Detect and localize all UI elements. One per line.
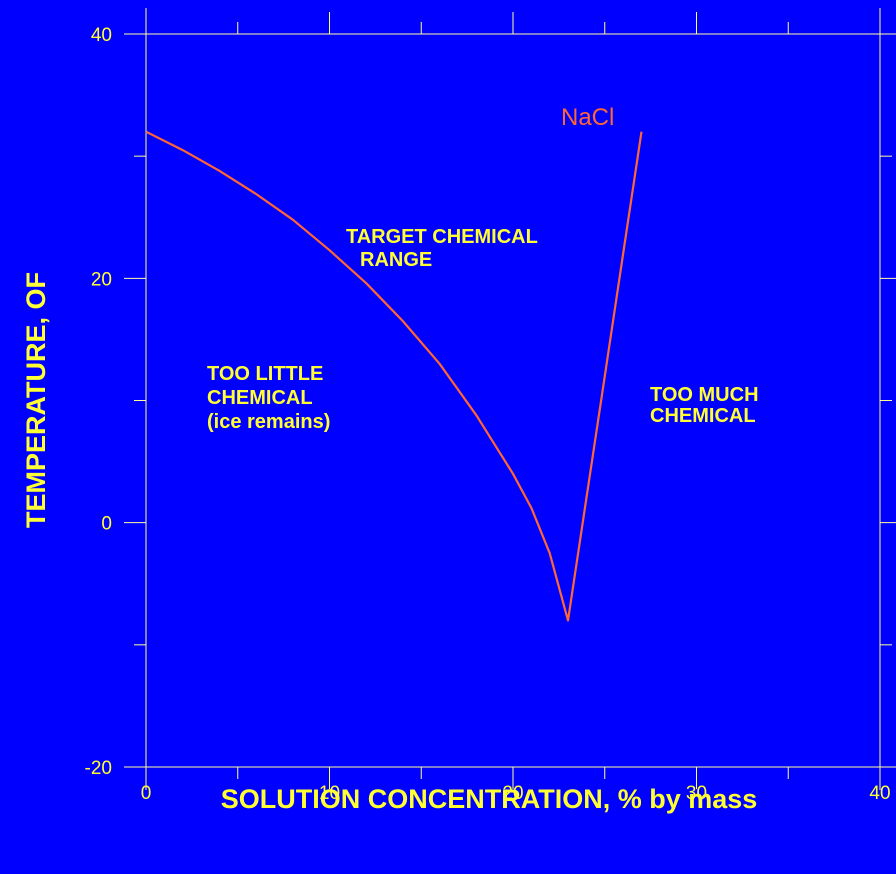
y-tick-label: 0 bbox=[101, 514, 112, 535]
x-tick-label: 10 bbox=[319, 783, 340, 804]
annotation-target-line-1: TARGET CHEMICAL bbox=[346, 226, 538, 248]
annotation-too-little-line-1: TOO LITTLE bbox=[207, 363, 323, 385]
y-tick-label: 20 bbox=[91, 269, 112, 290]
y-axis-title: TEMPERATURE, OF bbox=[21, 272, 51, 528]
x-tick-label: 0 bbox=[141, 783, 152, 804]
series-group bbox=[145, 130, 643, 622]
series-label-nacl: NaCl bbox=[561, 104, 614, 131]
x-tick-label: 40 bbox=[869, 783, 890, 804]
x-tick-labels: 0 10 20 30 40 bbox=[141, 783, 891, 804]
annotation-too-little-line-2: CHEMICAL bbox=[207, 387, 312, 409]
axis-ticks bbox=[124, 12, 896, 789]
annotation-too-much: TOO MUCH CHEMICAL bbox=[650, 384, 764, 427]
x-axis-title: SOLUTION CONCENTRATION, % by mass bbox=[221, 784, 758, 814]
annotation-target-line-2: RANGE bbox=[360, 249, 432, 271]
series-line-nacl bbox=[145, 130, 643, 622]
annotation-too-little-line-3: (ice remains) bbox=[207, 411, 330, 433]
annotation-too-much-line-1: TOO MUCH bbox=[650, 384, 759, 406]
x-tick-label: 30 bbox=[686, 783, 707, 804]
annotation-too-much-line-2: CHEMICAL bbox=[650, 405, 756, 427]
y-tick-label: 40 bbox=[91, 25, 112, 46]
x-tick-label: 20 bbox=[502, 783, 523, 804]
annotation-too-little: TOO LITTLE CHEMICAL (ice remains) bbox=[207, 363, 330, 433]
y-tick-label: -20 bbox=[85, 758, 112, 779]
plot-frame bbox=[124, 8, 896, 790]
annotation-target-range: TARGET CHEMICAL RANGE bbox=[346, 226, 543, 271]
y-tick-labels: -20 0 20 40 bbox=[85, 25, 112, 779]
